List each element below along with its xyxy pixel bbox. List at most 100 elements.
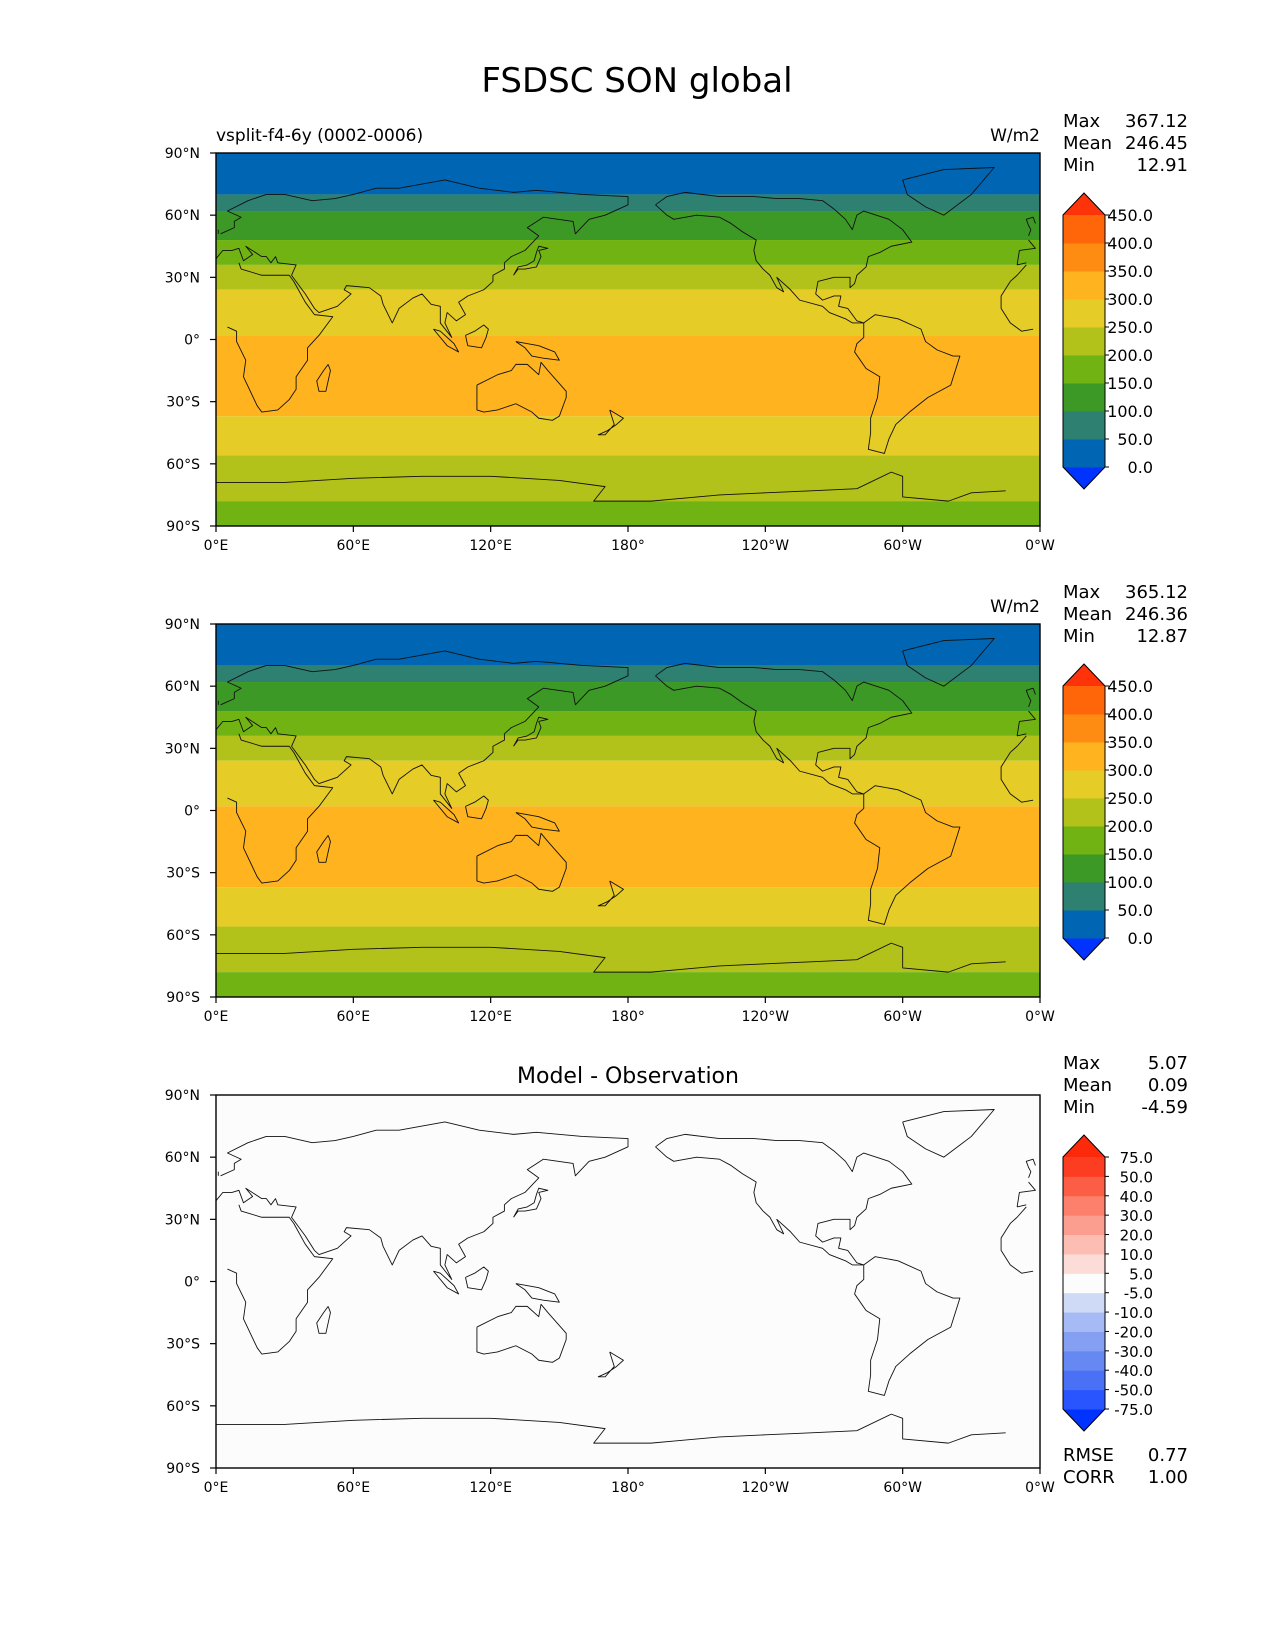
stat-value: 5.07 — [1148, 1053, 1188, 1074]
coastline-greatbritain — [1025, 687, 1036, 708]
coastline-borneo — [465, 795, 489, 820]
coastline-africa — [227, 1204, 334, 1355]
colorbar-segment — [1063, 1253, 1105, 1274]
lon-tick-label: 60°E — [336, 1480, 370, 1496]
coastline-europe-asia — [215, 179, 629, 338]
coastline-europe-asia — [215, 1121, 629, 1280]
lat-tick-label: 60°N — [165, 679, 200, 695]
stat-value: 0.77 — [1148, 1445, 1188, 1466]
coastline-africa — [1000, 1206, 1034, 1274]
colorbar: 0.0 50.0 100.0 150.0 200.0 250.0 300.0 350.0 400… — [1062, 192, 1153, 490]
stat-label: Mean — [1063, 133, 1112, 154]
stat-value: 246.36 — [1125, 604, 1188, 625]
colorbar-segment — [1063, 1176, 1105, 1197]
coastline-sumatra — [433, 328, 460, 353]
coastline-greenland — [902, 167, 995, 216]
lon-tick-label: 120°W — [742, 538, 790, 554]
coastline-sumatra — [433, 1270, 460, 1295]
lat-tick-label: 30°N — [165, 741, 200, 757]
coastline-north-america — [655, 1133, 913, 1266]
lon-tick-label: 120°E — [469, 538, 512, 554]
contour-band — [216, 624, 1040, 666]
lon-tick-label: 60°E — [336, 538, 370, 554]
lat-tick-label: 30°S — [166, 1337, 200, 1353]
colorbar: -75.0-50.0 -40.0-30.0 -20.0-10.0-5.0 5.010.… — [1062, 1134, 1153, 1432]
colorbar-segment — [1063, 798, 1105, 827]
colorbar-tick-label: 10.0 — [1120, 1246, 1153, 1264]
coastline-antarctica — [216, 942, 1006, 973]
coastlines — [215, 638, 1036, 973]
colorbar-tick-label: 350.0 — [1107, 262, 1153, 281]
lon-tick-label: 180° — [611, 1480, 645, 1496]
stat-value: 1.00 — [1148, 1467, 1188, 1488]
lat-tick-label: 90°S — [166, 1461, 200, 1477]
colorbar-tick-label: 50.0 — [1117, 901, 1153, 920]
coastline-greenland — [902, 638, 995, 687]
colorbar-segment — [1063, 1350, 1105, 1371]
panel-center-title: Model - Observation — [517, 1064, 739, 1089]
lat-tick-label: 30°S — [166, 866, 200, 882]
coastlines — [215, 1109, 1036, 1444]
stat-label: Mean — [1063, 1075, 1112, 1096]
colorbar-segment — [1063, 770, 1105, 799]
coastline-australia — [476, 1303, 567, 1363]
lon-tick-label: 60°W — [883, 538, 922, 554]
colorbar-tick-label: 400.0 — [1107, 234, 1153, 253]
coastline-madagascar — [316, 1306, 331, 1334]
lon-tick-label: 60°W — [883, 1480, 922, 1496]
colorbar-segment — [1063, 742, 1105, 771]
coastline-greatbritain — [1025, 216, 1036, 237]
contour-band — [216, 682, 1040, 712]
colorbar-segment — [1063, 215, 1105, 244]
stat-value: 367.12 — [1125, 111, 1188, 132]
contour-band — [216, 760, 1040, 807]
contour-band — [216, 153, 1040, 195]
lat-tick-label: 90°N — [165, 146, 200, 162]
coastline-nz — [597, 880, 624, 907]
colorbar-tick-label: 150.0 — [1107, 845, 1153, 864]
lon-tick-label: 120°E — [469, 1480, 512, 1496]
coastline-north-america — [655, 191, 913, 324]
stat-label: Mean — [1063, 604, 1112, 625]
lat-tick-label: 30°N — [165, 1212, 200, 1228]
colorbar-tick-label: 0.0 — [1128, 929, 1153, 948]
colorbar-tick-label: -40.0 — [1114, 1362, 1153, 1380]
lon-tick-label: 0°W — [1025, 538, 1055, 554]
contour-band — [216, 501, 1040, 526]
contour-band — [216, 455, 1040, 502]
stat-value: 0.09 — [1148, 1075, 1188, 1096]
colorbar-segment — [1063, 686, 1105, 715]
lon-tick-label: 60°W — [883, 1009, 922, 1025]
coastline-europe-asia — [1016, 1181, 1036, 1207]
contour-band — [216, 289, 1040, 336]
colorbar-tick-label: 250.0 — [1107, 318, 1153, 337]
colorbar-tick-label: 20.0 — [1120, 1227, 1153, 1245]
colorbar-segment — [1063, 243, 1105, 272]
coastline-south-america — [854, 1256, 961, 1396]
colorbar-tick-label: 300.0 — [1107, 290, 1153, 309]
coastline-europe-asia — [1017, 733, 1027, 737]
map-panel-difference: 90°N 60°N 30°N 0° 30°S 60°S 90°S0°E 60°E 120°E 18… — [165, 1053, 1188, 1496]
colorbar-segment — [1063, 439, 1105, 468]
coastline-africa — [227, 733, 334, 884]
colorbar-segment — [1063, 1195, 1105, 1216]
colorbar-segment — [1063, 826, 1105, 855]
stat-value: 246.45 — [1125, 133, 1188, 154]
panel-left-title: vsplit-f4-6y (0002-0006) — [216, 126, 423, 146]
coastline-europe-asia — [1016, 239, 1036, 265]
lat-tick-label: 30°N — [165, 270, 200, 286]
coastline-europe-asia — [1016, 710, 1036, 736]
colorbar-extend-min — [1063, 1409, 1105, 1431]
coastline-south-america — [854, 314, 961, 454]
coastline-greenland — [902, 1109, 995, 1158]
colorbar-segment — [1063, 383, 1105, 412]
colorbar-segment — [1063, 1157, 1105, 1177]
lat-tick-label: 60°S — [166, 1399, 200, 1415]
colorbar-tick-label: 400.0 — [1107, 705, 1153, 724]
stat-label: RMSE — [1063, 1445, 1114, 1466]
colorbar-tick-label: 250.0 — [1107, 789, 1153, 808]
coastline-africa — [1000, 264, 1034, 332]
stat-value: 12.87 — [1136, 626, 1188, 647]
stat-label: Max — [1063, 1053, 1101, 1074]
coastline-africa — [1000, 735, 1034, 803]
